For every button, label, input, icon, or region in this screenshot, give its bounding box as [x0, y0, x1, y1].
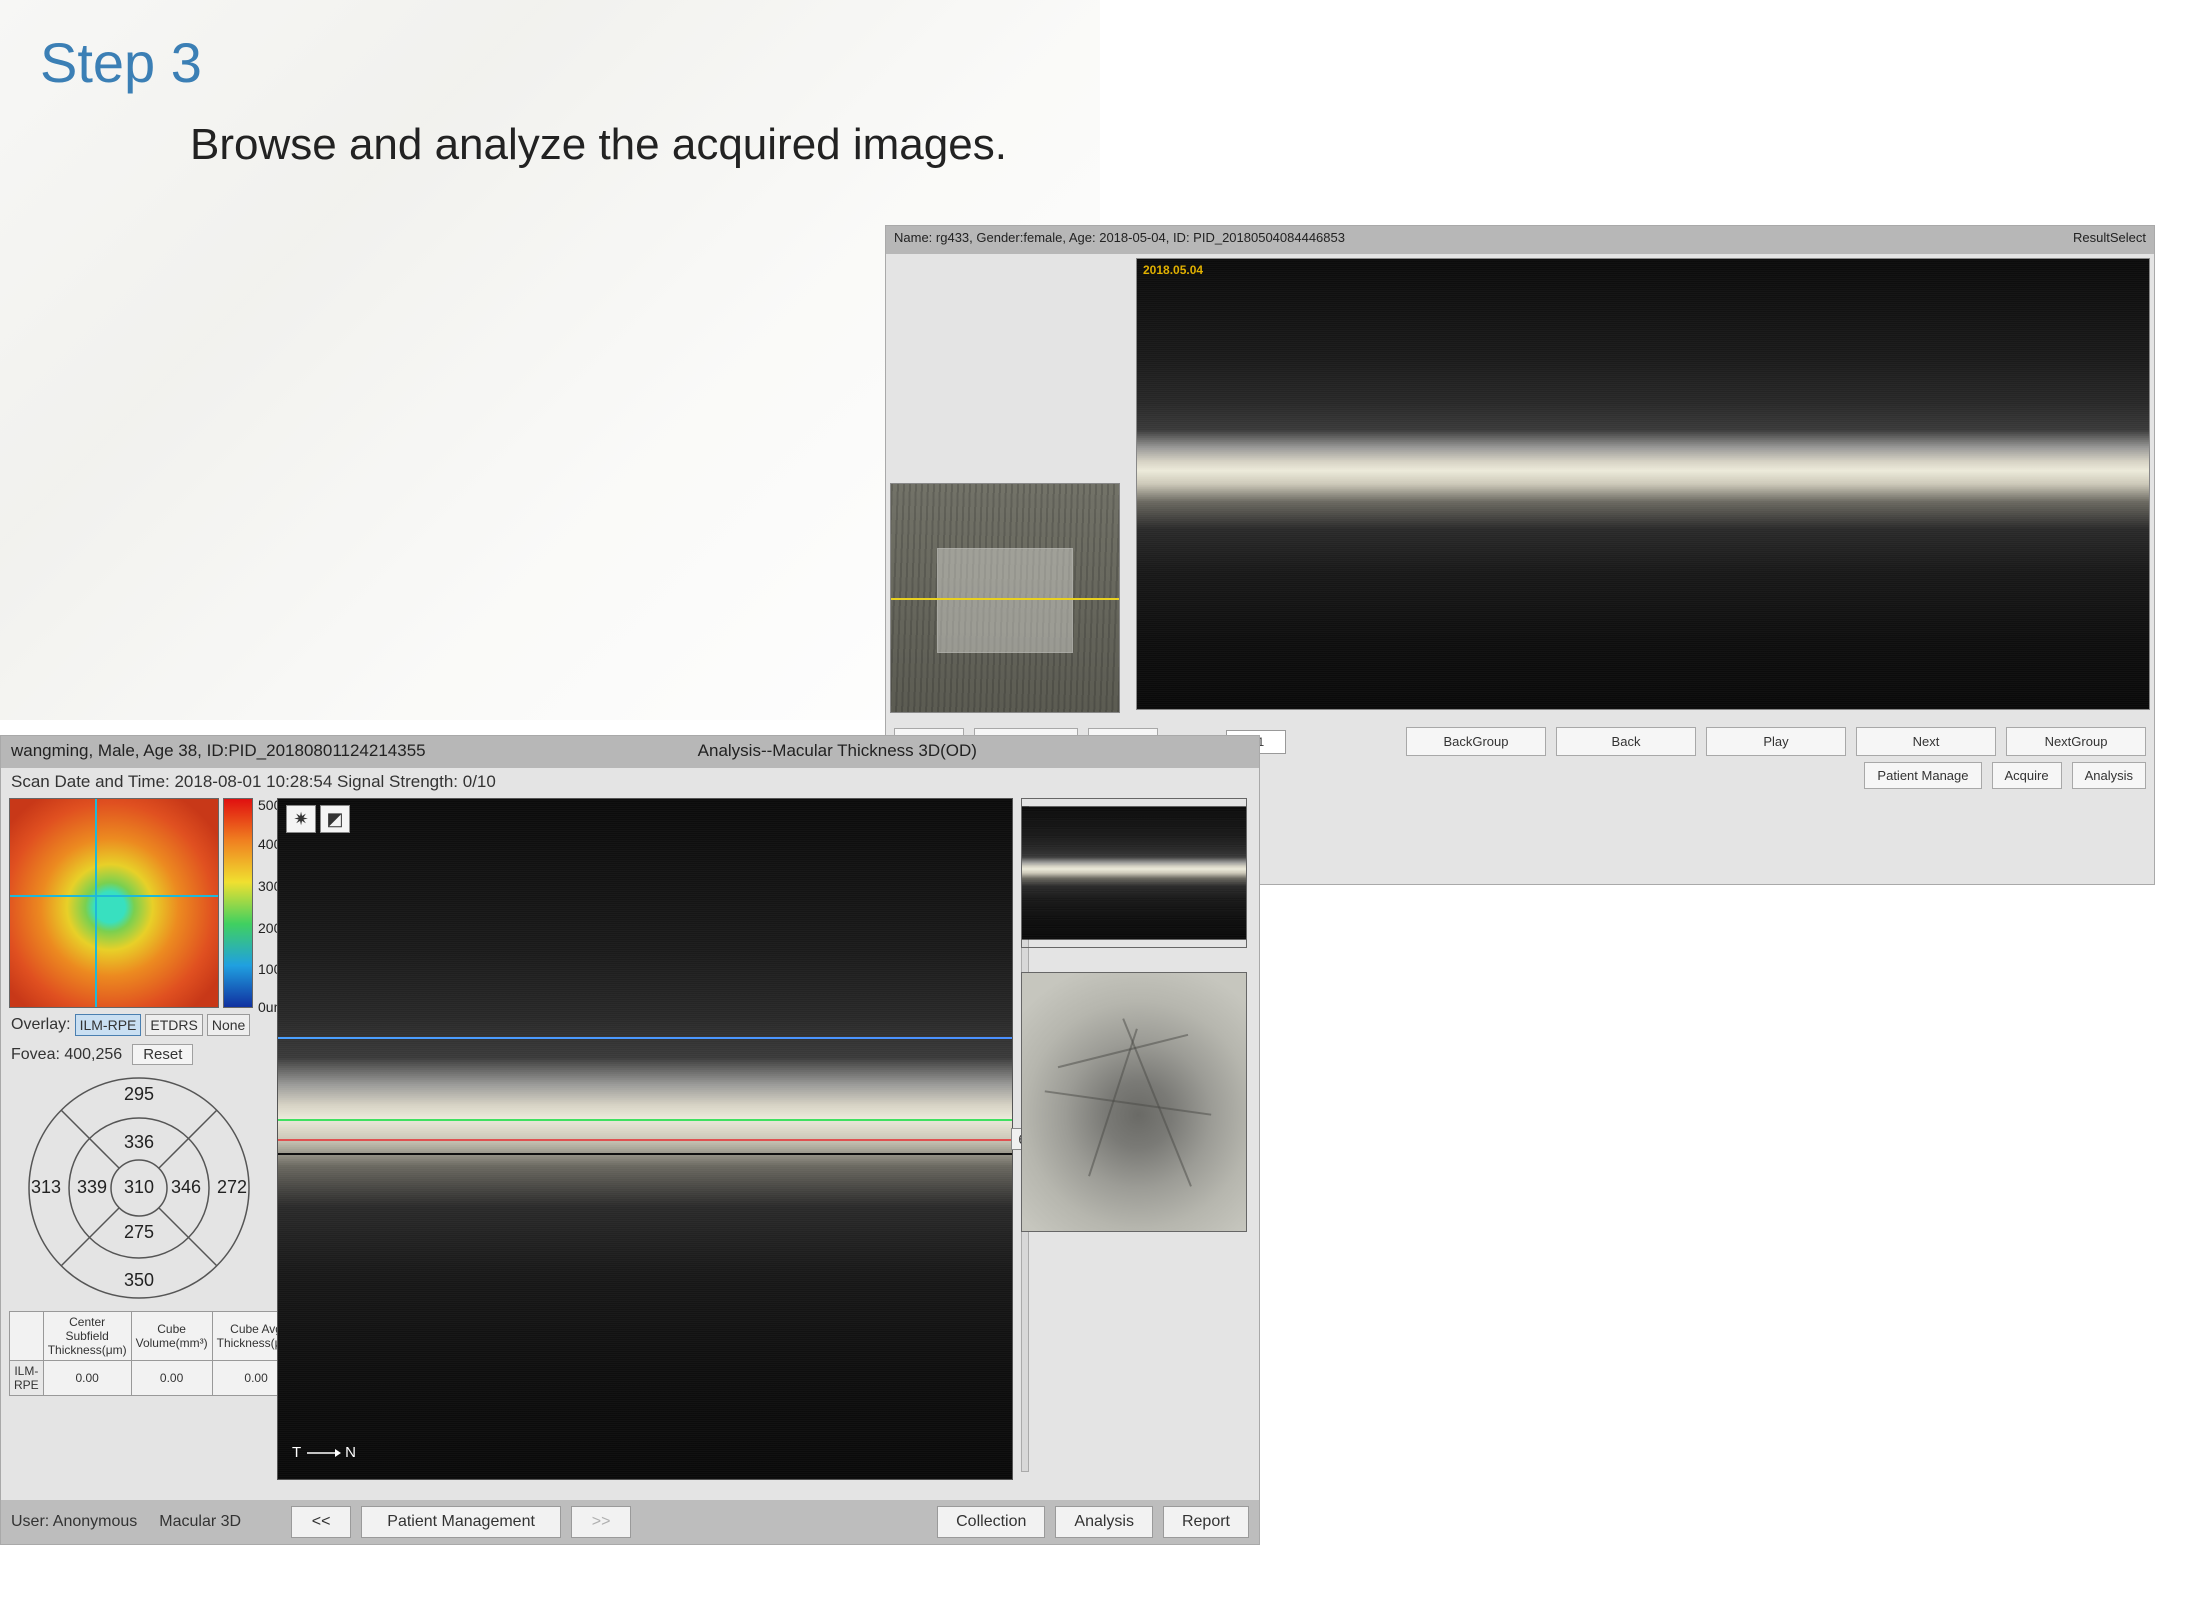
report-button[interactable]: Report	[1163, 1506, 1249, 1538]
analysis-footer: User: Anonymous Macular 3D << Patient Ma…	[1, 1500, 1259, 1544]
analysis-tab-button[interactable]: Analysis	[1055, 1506, 1153, 1538]
browse-title-mode: ResultSelect	[2073, 230, 2146, 250]
brightness-icon[interactable]: ✷	[286, 805, 316, 833]
bscan-thumb-image	[1022, 806, 1246, 939]
enface-scan-line	[891, 598, 1119, 600]
step-title: Step 3	[40, 30, 202, 95]
patient-manage-button[interactable]: Patient Manage	[1864, 762, 1981, 789]
tn-t: T	[292, 1444, 301, 1461]
th-blank	[10, 1312, 44, 1361]
nextgroup-button[interactable]: NextGroup	[2006, 727, 2146, 756]
analysis-button[interactable]: Analysis	[2072, 762, 2146, 789]
contrast-icon[interactable]: ◩	[320, 805, 350, 833]
etdrs-inner-top: 336	[124, 1132, 154, 1152]
seg-line-rpe-inner	[278, 1119, 1012, 1121]
enface-thumbnail[interactable]	[890, 483, 1120, 713]
analysis-titlebar: wangming, Male, Age 38, ID:PID_201808011…	[1, 736, 1259, 768]
bscan-date-overlay: 2018.05.04	[1143, 263, 1203, 277]
overlay-selector: Overlay: ILM-RPE ETDRS None	[9, 1008, 269, 1042]
fovea-label: Fovea: 400,256	[11, 1046, 122, 1064]
heatmap-image	[9, 798, 219, 1008]
overlay-option-ilmrpe[interactable]: ILM-RPE	[75, 1014, 142, 1036]
bscan-toolbar: ✷ ◩	[286, 805, 350, 833]
etdrs-inner-right: 346	[171, 1177, 201, 1197]
acquire-button[interactable]: Acquire	[1992, 762, 2062, 789]
bscan-image	[1137, 259, 2149, 709]
patient-management-button[interactable]: Patient Management	[361, 1506, 561, 1538]
etdrs-outer-right: 272	[217, 1177, 247, 1197]
bscan-thumbnail[interactable]	[1021, 798, 1247, 948]
browse-patient-info: Name: rg433, Gender:female, Age: 2018-05…	[894, 230, 1345, 250]
th-volume: Cube Volume(mm³)	[131, 1312, 212, 1361]
back-button[interactable]: Back	[1556, 727, 1696, 756]
prev-page-button[interactable]: <<	[291, 1506, 351, 1538]
browse-titlebar: Name: rg433, Gender:female, Age: 2018-05…	[886, 226, 2154, 254]
scan-meta-row: Scan Date and Time: 2018-08-01 10:28:54 …	[1, 768, 1259, 794]
collection-button[interactable]: Collection	[937, 1506, 1045, 1538]
play-button[interactable]: Play	[1706, 727, 1846, 756]
row-name: ILM-RPE	[10, 1361, 44, 1396]
etdrs-outer-left: 313	[31, 1177, 61, 1197]
backgroup-button[interactable]: BackGroup	[1406, 727, 1546, 756]
analysis-bscan-view[interactable]: ✷ ◩ T N	[277, 798, 1013, 1480]
reset-button[interactable]: Reset	[132, 1044, 193, 1065]
browse-bscan-view[interactable]: 2018.05.04	[1136, 258, 2150, 710]
etdrs-center: 310	[124, 1177, 154, 1197]
tn-orientation: T N	[292, 1444, 356, 1461]
th-center: Center Subfield Thickness(μm)	[43, 1312, 131, 1361]
seg-line-rpe-outer	[278, 1139, 1012, 1141]
analysis-window: wangming, Male, Age 38, ID:PID_201808011…	[0, 735, 1260, 1545]
overlay-option-etdrs[interactable]: ETDRS	[145, 1014, 202, 1036]
analysis-title-mode: Analysis--Macular Thickness 3D(OD)	[698, 741, 977, 763]
next-page-button[interactable]: >>	[571, 1506, 631, 1538]
etdrs-inner-left: 339	[77, 1177, 107, 1197]
fundus-thumbnail[interactable]	[1021, 972, 1247, 1232]
val-volume: 0.00	[131, 1361, 212, 1396]
enface-roi-box	[937, 548, 1074, 653]
analysis-patient-info: wangming, Male, Age 38, ID:PID_201808011…	[11, 741, 426, 763]
next-button[interactable]: Next	[1856, 727, 1996, 756]
heatmap-colorbar: 500 400 300 200 100 0um	[223, 798, 253, 1008]
seg-line-base	[278, 1153, 1012, 1155]
footer-user: User: Anonymous	[11, 1513, 137, 1531]
overlay-label: Overlay:	[11, 1016, 71, 1034]
overlay-option-none[interactable]: None	[207, 1014, 250, 1036]
step-description: Browse and analyze the acquired images.	[190, 120, 1007, 170]
tn-n: N	[345, 1444, 356, 1461]
thickness-table: Center Subfield Thickness(μm) Cube Volum…	[9, 1311, 301, 1396]
etdrs-grid: 310 336 275 339 346 295 350 313 272	[24, 1073, 254, 1303]
etdrs-outer-top: 295	[124, 1084, 154, 1104]
seg-line-ilm	[278, 1037, 1012, 1039]
val-center: 0.00	[43, 1361, 131, 1396]
thickness-heatmap[interactable]: 500 400 300 200 100 0um	[9, 798, 257, 1008]
footer-mode: Macular 3D	[159, 1513, 241, 1531]
etdrs-outer-bottom: 350	[124, 1270, 154, 1290]
etdrs-inner-bottom: 275	[124, 1222, 154, 1242]
